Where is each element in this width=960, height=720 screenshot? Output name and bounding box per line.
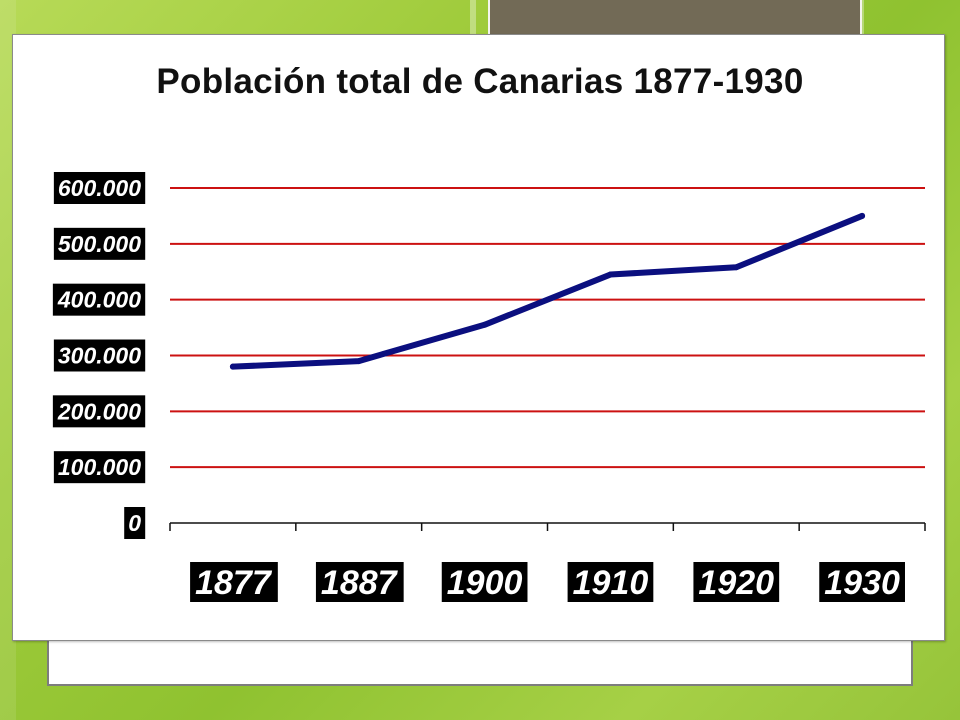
y-axis-tick-labels: 600.000 500.000 400.000 300.000 200.000 100.0… bbox=[52, 172, 146, 539]
data-point bbox=[733, 264, 740, 271]
y-tick-label: 300.000 bbox=[53, 339, 146, 372]
data-point bbox=[607, 271, 614, 278]
x-tick-label-bg bbox=[693, 562, 780, 602]
data-point bbox=[481, 321, 488, 328]
x-tick-label-text: 1887 bbox=[321, 564, 399, 602]
x-tick-label-bg bbox=[819, 562, 905, 602]
x-tick-label: 1877 bbox=[190, 562, 278, 602]
y-tick-label-bg bbox=[53, 451, 146, 484]
series-line bbox=[229, 212, 866, 370]
y-tick-label: 100.000 bbox=[53, 451, 146, 484]
x-tick-label-bg bbox=[190, 562, 278, 602]
y-tick-label: 0 bbox=[124, 507, 146, 539]
y-tick-label-bg bbox=[124, 507, 146, 539]
y-tick-label-text: 300.000 bbox=[58, 343, 141, 369]
chart-title: Población total de Canarias 1877-1930 bbox=[156, 62, 804, 101]
x-tick-label-text: 1900 bbox=[447, 564, 523, 602]
series-layer bbox=[229, 212, 866, 370]
y-tick-label-text: 600.000 bbox=[58, 175, 141, 201]
x-tick-label-text: 1910 bbox=[573, 564, 649, 602]
y-tick-label-text: 400.000 bbox=[57, 287, 141, 313]
y-tick-label: 600.000 bbox=[53, 172, 146, 204]
x-tick-label-bg bbox=[567, 562, 654, 602]
data-point bbox=[355, 358, 362, 365]
background-stripe bbox=[470, 0, 476, 40]
x-tick-label-bg bbox=[315, 562, 404, 602]
y-tick-label-bg bbox=[53, 172, 146, 204]
y-tick-label-text: 500.000 bbox=[58, 231, 141, 257]
x-tick-label: 1910 bbox=[567, 562, 654, 602]
y-tick-label-text: 100.000 bbox=[58, 454, 141, 480]
x-tick-label-text: 1877 bbox=[195, 564, 273, 602]
x-tick-label: 1887 bbox=[315, 562, 404, 602]
x-tick-label-text: 1920 bbox=[698, 564, 774, 602]
x-axis bbox=[169, 522, 926, 531]
y-tick-label-text: 0 bbox=[128, 510, 141, 536]
x-tick-label: 1900 bbox=[441, 562, 528, 602]
y-tick-label-bg bbox=[53, 227, 146, 260]
chart-panel bbox=[12, 34, 945, 641]
y-tick-label: 500.000 bbox=[53, 227, 146, 260]
x-tick-label: 1930 bbox=[819, 562, 905, 602]
x-axis-tick-labels: 1877 1887 1900 1910 1920 1930 bbox=[190, 562, 905, 602]
y-tick-label-bg bbox=[52, 395, 146, 428]
y-tick-label-bg bbox=[52, 283, 146, 316]
y-tick-label: 200.000 bbox=[52, 395, 146, 428]
data-point bbox=[229, 363, 236, 370]
x-tick-label-bg bbox=[441, 562, 528, 602]
y-tick-label-bg bbox=[53, 339, 146, 372]
x-tick-label: 1920 bbox=[693, 562, 780, 602]
data-point bbox=[859, 212, 866, 219]
y-tick-label-text: 200.000 bbox=[57, 398, 141, 424]
gridlines bbox=[170, 187, 925, 469]
y-tick-label: 400.000 bbox=[52, 283, 146, 316]
x-tick-label-text: 1930 bbox=[824, 564, 900, 602]
